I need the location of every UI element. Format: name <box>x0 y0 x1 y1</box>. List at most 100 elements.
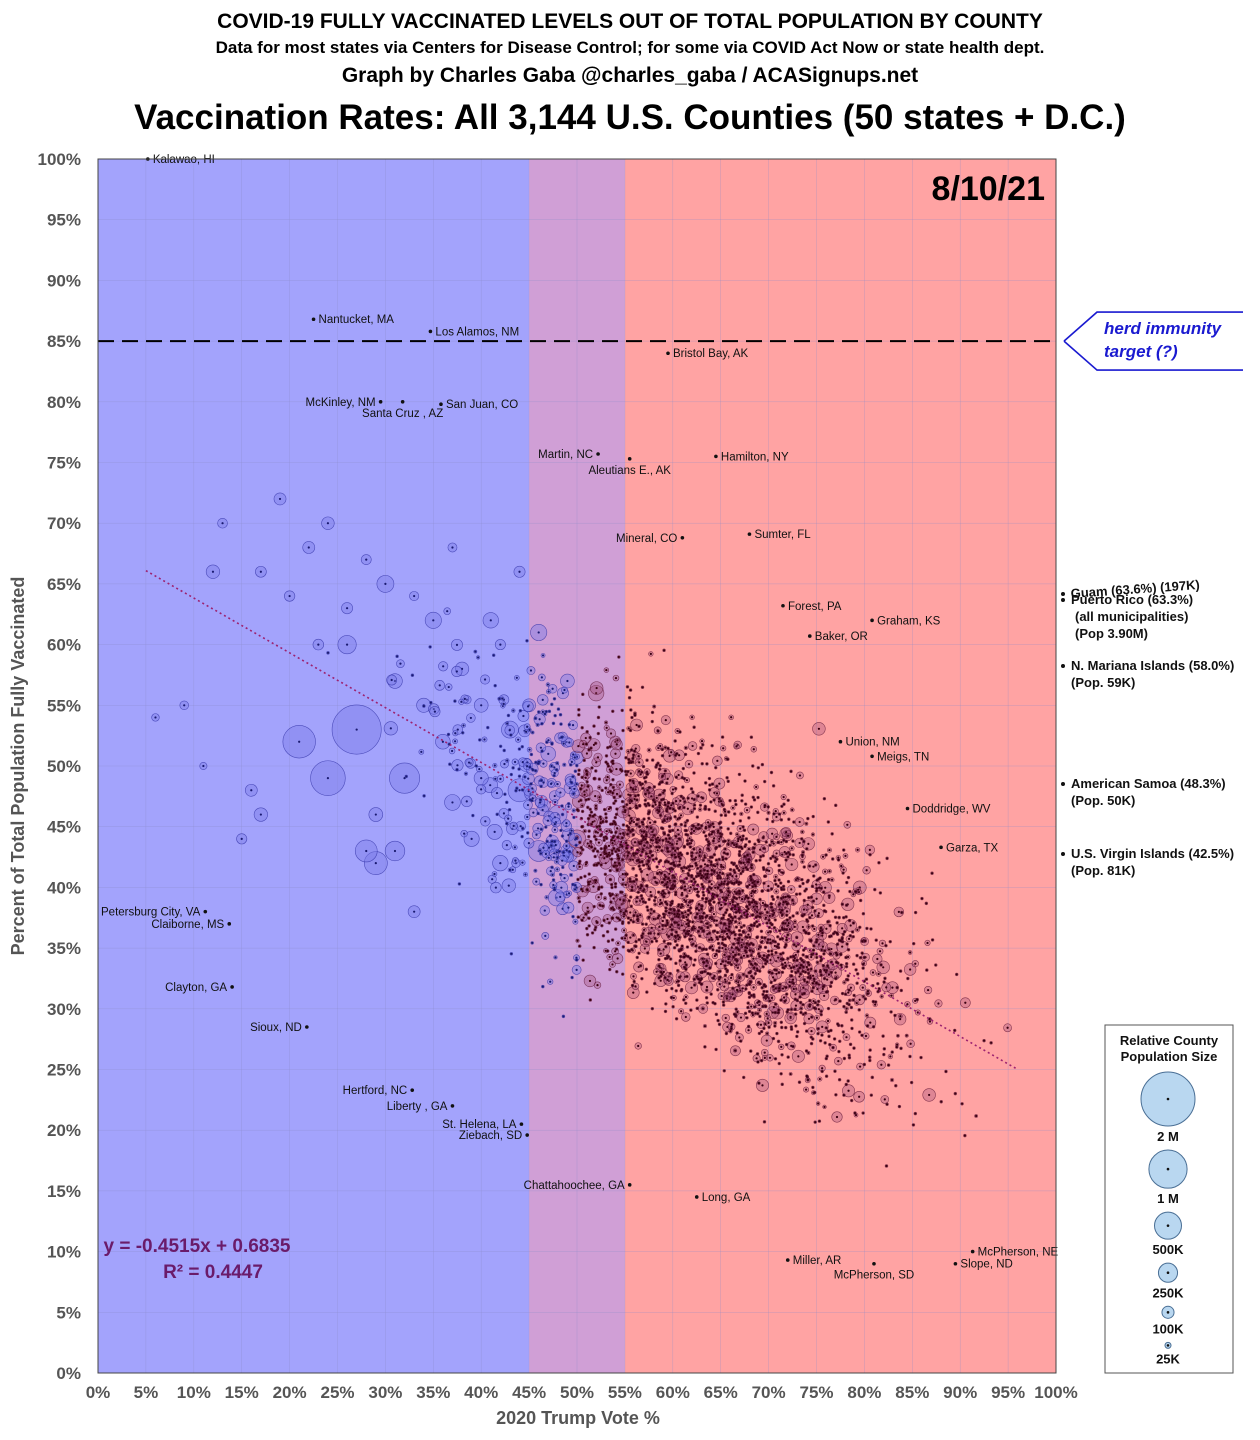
county-dot <box>517 767 521 771</box>
county-dot <box>154 716 157 719</box>
county-dot <box>798 885 802 888</box>
county-dot <box>756 910 759 914</box>
county-dot <box>806 981 809 984</box>
county-dot <box>326 777 330 780</box>
county-dot <box>712 798 716 802</box>
county-dot <box>770 996 773 999</box>
county-dot <box>800 1007 803 1010</box>
county-dot <box>721 735 724 739</box>
county-dot <box>841 927 844 930</box>
county-dot <box>587 917 591 920</box>
county-dot <box>706 872 709 876</box>
county-dot <box>846 823 849 826</box>
county-dot <box>804 1088 808 1091</box>
county-dot <box>718 1023 721 1026</box>
county-dot <box>748 1010 751 1013</box>
county-dot <box>549 782 553 785</box>
county-dot <box>655 796 658 799</box>
county-dot <box>805 822 808 825</box>
county-dot <box>498 697 501 700</box>
county-dot <box>632 991 635 994</box>
county-dot <box>752 748 755 751</box>
county-dot <box>712 895 715 899</box>
county-dot <box>771 895 774 898</box>
county-dot <box>607 791 610 794</box>
county-dot <box>652 828 655 831</box>
county-dot <box>896 986 899 989</box>
county-dot <box>598 903 602 907</box>
county-dot <box>365 849 368 853</box>
county-dot <box>766 818 769 821</box>
county-dot <box>779 881 782 885</box>
county-dot <box>536 827 540 830</box>
county-dot <box>685 916 688 919</box>
county-dot <box>677 903 680 906</box>
county-dot <box>719 962 723 966</box>
county-dot <box>709 946 712 949</box>
county-dot <box>593 905 596 908</box>
county-dot <box>715 1013 718 1016</box>
county-dot <box>555 896 558 899</box>
county-dot <box>614 752 617 755</box>
county-dot <box>521 788 524 792</box>
county-dot <box>581 776 584 779</box>
county-dot <box>885 986 888 989</box>
county-dot <box>766 938 770 941</box>
county-dot <box>531 768 535 772</box>
county-dot <box>559 873 562 876</box>
county-dot <box>581 810 584 813</box>
county-dot <box>539 883 543 886</box>
county-dot <box>657 891 660 894</box>
county-dot <box>636 918 639 921</box>
county-dot <box>635 900 638 903</box>
county-dot <box>541 985 544 988</box>
county-dot <box>647 859 650 863</box>
county-dot <box>833 1070 837 1073</box>
county-dot <box>708 783 711 787</box>
county-dot <box>717 874 720 877</box>
county-dot <box>655 970 658 973</box>
county-dot <box>477 656 480 659</box>
county-dot <box>553 888 556 891</box>
county-dot <box>871 1076 874 1079</box>
county-dot <box>609 878 612 881</box>
county-dot <box>631 779 635 783</box>
county-dot <box>326 522 330 525</box>
county-dot <box>543 909 546 912</box>
county-dot <box>579 799 582 802</box>
county-dot <box>628 899 631 902</box>
county-dot <box>643 928 646 931</box>
county-dot <box>611 762 615 765</box>
county-dot <box>772 812 776 815</box>
county-dot <box>782 803 786 806</box>
county-dot <box>615 792 619 796</box>
county-dot <box>666 847 669 850</box>
county-dot <box>705 996 708 999</box>
county-dot <box>602 919 606 922</box>
county-dot <box>800 837 803 840</box>
county-dot <box>508 729 511 732</box>
county-dot <box>660 849 663 852</box>
county-dot <box>856 982 859 985</box>
county-dot <box>747 1029 750 1032</box>
county-dot <box>557 707 560 711</box>
county-dot <box>637 725 641 728</box>
county-dot <box>714 810 717 813</box>
county-bubbles <box>151 492 1012 1168</box>
county-dot <box>574 770 577 773</box>
county-dot <box>734 920 737 923</box>
county-dot <box>925 902 928 905</box>
county-dot <box>925 968 928 972</box>
county-dot <box>734 904 737 908</box>
county-dot <box>722 913 725 917</box>
county-dot <box>507 714 510 717</box>
county-dot <box>674 835 677 838</box>
county-dot <box>616 739 619 742</box>
county-dot <box>784 1026 787 1029</box>
county-dot <box>745 905 749 908</box>
county-dot <box>734 1049 737 1052</box>
county-dot <box>835 1115 839 1119</box>
county-dot <box>627 851 630 854</box>
county-dot <box>365 558 368 561</box>
county-dot <box>847 991 850 994</box>
